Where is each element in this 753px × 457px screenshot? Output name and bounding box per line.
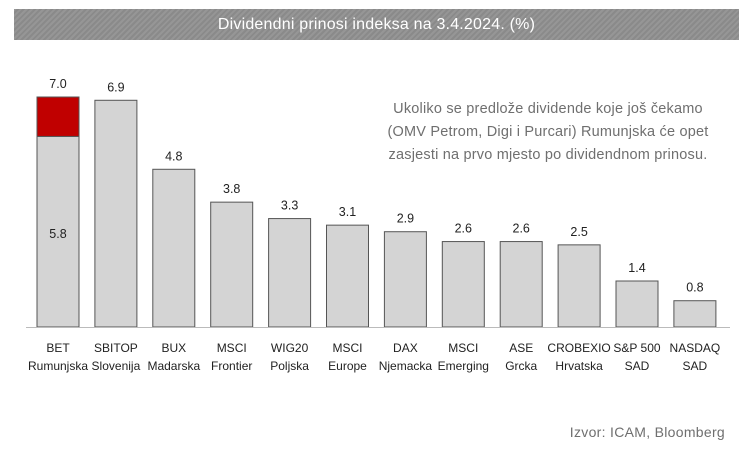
bar-2-value-label: 4.8 xyxy=(165,149,182,163)
bar-6-value-label: 2.9 xyxy=(397,212,414,226)
bar-9 xyxy=(557,244,601,328)
category-label-11-line1: NASDAQ xyxy=(670,341,721,355)
bar-4 xyxy=(268,218,312,328)
bar-0-value-label: 7.0 xyxy=(49,77,66,91)
bar-11 xyxy=(673,300,717,328)
bar-3-value-label: 3.8 xyxy=(223,182,240,196)
category-label-10-line2: SAD xyxy=(625,359,650,373)
category-label-1-line1: SBITOP xyxy=(94,341,138,355)
category-label-0-line2: Rumunjska xyxy=(28,359,88,373)
category-label-3-line1: MSCI xyxy=(217,341,247,355)
bar-6 xyxy=(383,231,427,328)
bar-11-value-label: 0.8 xyxy=(686,281,703,295)
category-label-1-line2: Slovenija xyxy=(92,359,141,373)
category-label-10-line1: S&P 500 xyxy=(613,341,660,355)
category-label-9-line2: Hrvatska xyxy=(555,359,603,373)
bar-7 xyxy=(441,241,485,328)
category-label-4-line2: Poljska xyxy=(270,359,309,373)
bar-1-value-label: 6.9 xyxy=(107,80,124,94)
category-label-6-line2: Njemacka xyxy=(379,359,433,373)
category-label-11-line2: SAD xyxy=(683,359,708,373)
category-label-3-line2: Frontier xyxy=(211,359,252,373)
category-label-8-line1: ASE xyxy=(509,341,533,355)
bar-5 xyxy=(326,224,369,328)
category-label-5-line2: Europe xyxy=(328,359,367,373)
bar-8 xyxy=(499,241,543,328)
bar-10-value-label: 1.4 xyxy=(628,261,645,275)
chart-title: Dividendni prinosi indeksa na 3.4.2024. … xyxy=(14,9,739,40)
bar-9-value-label: 2.5 xyxy=(570,225,587,239)
bar-2 xyxy=(152,168,196,328)
bar-0-base xyxy=(36,135,80,328)
category-label-7-line2: Emerging xyxy=(438,359,489,373)
bar-10 xyxy=(615,280,659,328)
bar-4-value-label: 3.3 xyxy=(281,199,298,213)
bar-8-value-label: 2.6 xyxy=(513,222,530,236)
bar-0-highlight xyxy=(36,96,80,137)
category-label-4-line1: WIG20 xyxy=(271,341,309,355)
source-note: Izvor: ICAM, Bloomberg xyxy=(569,424,725,440)
category-label-0-line1: BET xyxy=(46,341,70,355)
chart-annotation: Ukoliko se predlože dividende koje još č… xyxy=(387,101,709,163)
bar-1 xyxy=(94,99,138,328)
category-label-5-line1: MSCI xyxy=(333,341,363,355)
category-label-2-line1: BUX xyxy=(161,341,186,355)
bar-3 xyxy=(210,201,254,328)
bar-0-base-label: 5.8 xyxy=(49,227,66,241)
category-label-6-line1: DAX xyxy=(393,341,418,355)
category-label-2-line2: Madarska xyxy=(147,359,200,373)
category-label-7-line1: MSCI xyxy=(448,341,478,355)
bar-5-value-label: 3.1 xyxy=(339,205,356,219)
category-label-9-line1: CROBEXIO xyxy=(547,341,610,355)
category-label-8-line2: Grcka xyxy=(505,359,537,373)
bar-7-value-label: 2.6 xyxy=(455,222,472,236)
